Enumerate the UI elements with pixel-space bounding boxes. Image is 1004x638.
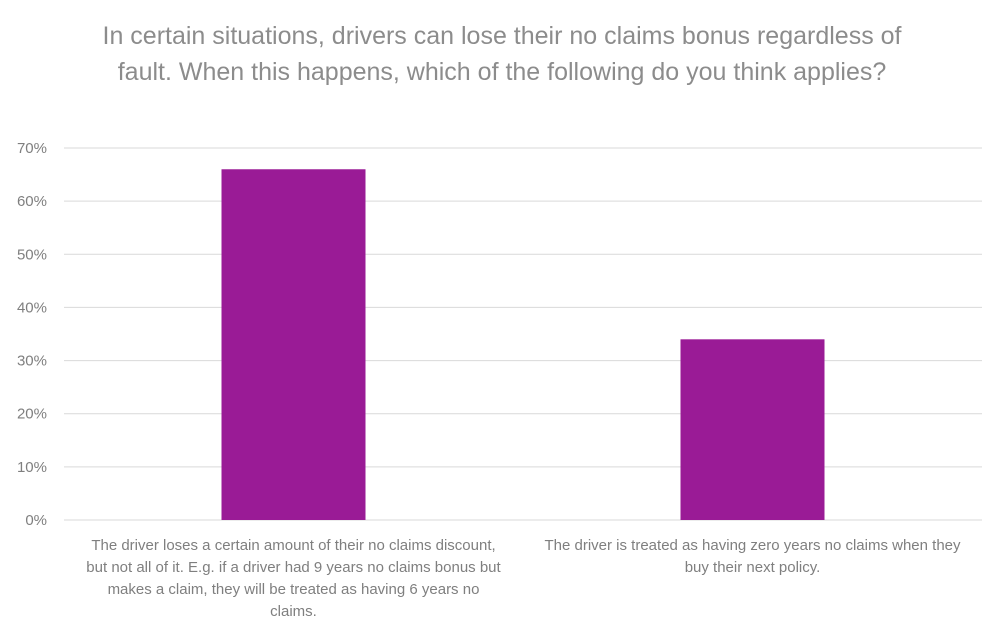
y-tick-label: 0%: [25, 512, 47, 529]
chart-title: In certain situations, drivers can lose …: [102, 22, 902, 86]
gridlines: [64, 147, 982, 521]
y-tick-label: 40%: [17, 299, 47, 316]
y-tick-label: 20%: [17, 406, 47, 423]
bar-1: [221, 169, 366, 520]
bars: [221, 169, 825, 520]
y-tick-label: 30%: [17, 353, 47, 370]
bar-2: [680, 339, 825, 520]
category-label-1: The driver loses a certain amount of the…: [86, 537, 501, 620]
y-tick-label: 50%: [17, 246, 47, 263]
y-axis-ticks: 0% 10% 20% 30% 40% 50% 60% 70%: [17, 140, 47, 529]
y-tick-label: 60%: [17, 193, 47, 210]
y-tick-label: 10%: [17, 459, 47, 476]
category-label-2: The driver is treated as having zero yea…: [544, 537, 961, 576]
y-tick-label: 70%: [17, 140, 47, 157]
